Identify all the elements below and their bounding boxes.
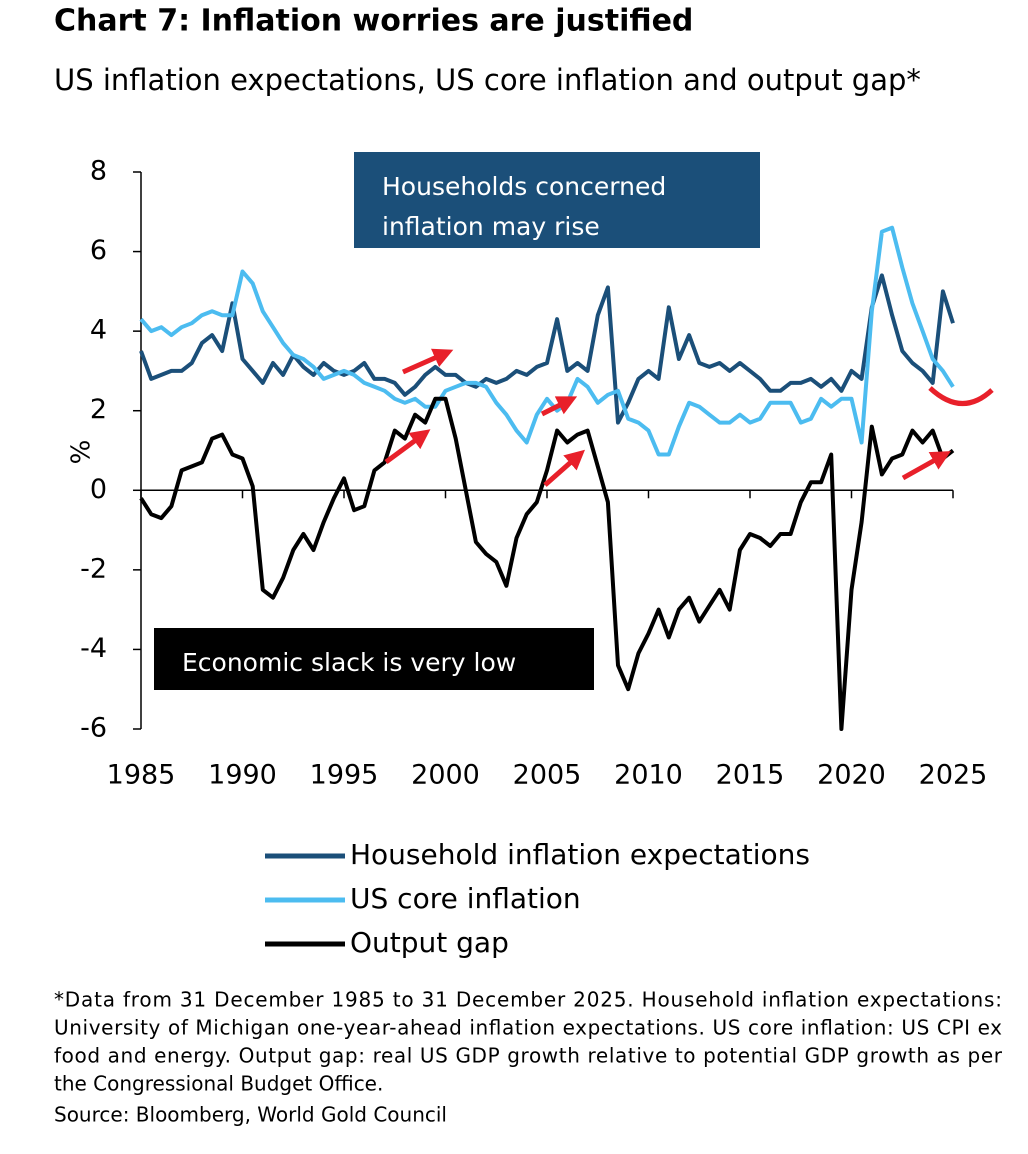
x-tick-label: 2015 — [716, 760, 785, 791]
arrow — [901, 451, 951, 481]
x-tick-label: 2000 — [411, 760, 480, 791]
arrow — [540, 396, 578, 417]
x-tick-label: 2010 — [614, 760, 683, 791]
annotation-text: Households concerned — [382, 172, 666, 201]
series-line — [139, 396, 955, 731]
y-tick-label: 2 — [90, 394, 107, 425]
x-tick-label: 1990 — [208, 760, 277, 791]
arrows — [384, 348, 994, 487]
annotation-box — [354, 152, 760, 248]
x-tick-label: 1995 — [310, 760, 379, 791]
y-tick-label: 6 — [90, 235, 107, 266]
footnote: *Data from 31 December 1985 to 31 Decemb… — [54, 988, 1002, 1012]
annotation-box — [154, 628, 594, 690]
y-tick-label: 0 — [90, 474, 107, 505]
y-axis-label: % — [67, 440, 97, 465]
arrow — [401, 348, 454, 375]
series-line — [139, 273, 955, 425]
annotation-text: Economic slack is very low — [182, 648, 516, 677]
chart-subtitle: US inflation expectations, US core infla… — [54, 63, 921, 97]
legend-label: Household inflation expectations — [350, 838, 810, 871]
arc — [928, 386, 994, 406]
chart-title: Chart 7: Inflation worries are justified — [54, 4, 693, 39]
series-line — [139, 225, 955, 457]
y-tick-label: -2 — [80, 553, 107, 584]
legend-label: Output gap — [350, 926, 509, 959]
annotation-text: inflation may rise — [382, 212, 600, 241]
arrow — [384, 429, 431, 465]
x-tick-label: 2005 — [513, 760, 582, 791]
legend-label: US core inflation — [350, 882, 581, 915]
footnote: the Congressional Budget Office. — [54, 1072, 383, 1096]
footnote: University of Michigan one-year-ahead in… — [54, 1016, 1002, 1040]
x-tick-label: 1985 — [107, 760, 176, 791]
y-tick-label: -6 — [80, 713, 107, 744]
arrow — [543, 449, 585, 487]
x-tick-label: 2025 — [919, 760, 988, 791]
y-tick-label: 8 — [90, 156, 107, 187]
y-tick-label: 4 — [90, 315, 107, 346]
y-tick-label: -4 — [80, 633, 107, 664]
footnote: food and energy. Output gap: real US GDP… — [54, 1044, 1003, 1068]
x-tick-label: 2020 — [817, 760, 886, 791]
footnote: Source: Bloomberg, World Gold Council — [54, 1103, 447, 1127]
